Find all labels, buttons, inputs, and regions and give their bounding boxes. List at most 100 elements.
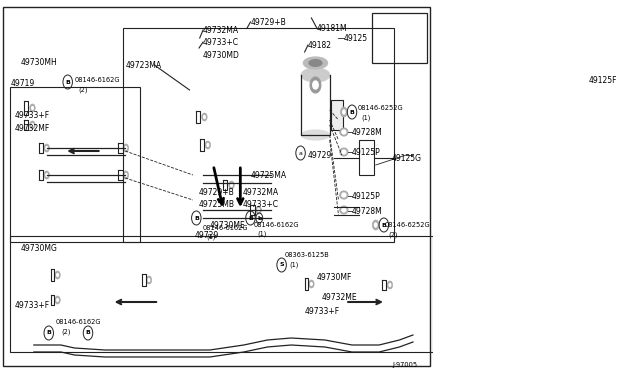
Text: 49125P: 49125P — [352, 192, 381, 201]
Ellipse shape — [340, 191, 348, 199]
Text: 49733+C: 49733+C — [243, 199, 278, 208]
Text: 08146-6162G: 08146-6162G — [203, 225, 248, 231]
Text: 49733+C: 49733+C — [203, 38, 239, 46]
Circle shape — [257, 208, 260, 212]
Text: 49125F: 49125F — [589, 76, 618, 84]
Circle shape — [205, 141, 211, 149]
Circle shape — [374, 222, 378, 228]
Ellipse shape — [342, 150, 346, 154]
Text: 49733+F: 49733+F — [15, 301, 50, 310]
Ellipse shape — [308, 59, 323, 67]
Text: S: S — [279, 263, 284, 267]
Text: 49732MA: 49732MA — [243, 187, 278, 196]
Text: 49732ME: 49732ME — [321, 294, 357, 302]
Text: (1): (1) — [290, 262, 299, 268]
Text: 49728M: 49728M — [352, 206, 383, 215]
Text: 49729: 49729 — [195, 231, 220, 240]
Circle shape — [313, 81, 318, 89]
Text: 49730MF: 49730MF — [317, 273, 352, 282]
Circle shape — [44, 171, 49, 179]
Ellipse shape — [342, 208, 346, 212]
Text: 49125: 49125 — [344, 33, 368, 42]
Circle shape — [229, 181, 234, 189]
Text: b: b — [257, 215, 262, 221]
Text: 49182: 49182 — [308, 41, 332, 49]
Text: B: B — [65, 80, 70, 84]
Text: 49125P: 49125P — [352, 148, 381, 157]
Bar — [10, 236, 433, 352]
Text: 08146-6162G: 08146-6162G — [254, 222, 300, 228]
Text: 49733+F: 49733+F — [305, 308, 340, 317]
Text: 49733+F: 49733+F — [15, 110, 50, 119]
Bar — [331, 100, 343, 130]
Circle shape — [605, 42, 622, 68]
Circle shape — [124, 173, 127, 177]
Ellipse shape — [301, 130, 330, 140]
Circle shape — [45, 173, 48, 177]
Circle shape — [124, 144, 129, 152]
Text: 49728M: 49728M — [352, 128, 383, 137]
Circle shape — [30, 121, 35, 129]
Text: a: a — [299, 151, 303, 155]
Text: 49729: 49729 — [308, 151, 332, 160]
Circle shape — [203, 115, 206, 119]
Circle shape — [340, 107, 348, 117]
Ellipse shape — [303, 57, 328, 69]
Circle shape — [310, 282, 313, 286]
Text: 49730ME: 49730ME — [210, 221, 246, 230]
Text: 49719: 49719 — [11, 78, 35, 87]
Text: (1): (1) — [362, 115, 371, 121]
Circle shape — [310, 77, 321, 93]
Text: (2): (2) — [388, 232, 398, 238]
Text: 49725MB: 49725MB — [199, 199, 235, 208]
Circle shape — [31, 106, 34, 110]
Circle shape — [45, 146, 48, 150]
Circle shape — [55, 271, 60, 279]
Ellipse shape — [342, 130, 346, 134]
Circle shape — [609, 48, 618, 62]
Bar — [10, 87, 140, 242]
Circle shape — [308, 280, 314, 288]
Ellipse shape — [301, 68, 330, 82]
Text: 49729+B: 49729+B — [250, 17, 286, 26]
Text: 49732MF: 49732MF — [15, 124, 50, 132]
Circle shape — [387, 281, 392, 289]
Text: B: B — [46, 330, 51, 336]
Ellipse shape — [340, 128, 348, 136]
Ellipse shape — [340, 206, 348, 214]
Ellipse shape — [340, 148, 348, 156]
Text: 08146-6252G: 08146-6252G — [357, 105, 403, 111]
Text: 49732MA: 49732MA — [203, 26, 239, 35]
Text: B: B — [194, 215, 199, 221]
Circle shape — [372, 220, 379, 230]
Circle shape — [146, 276, 152, 284]
Text: B: B — [381, 222, 387, 228]
Circle shape — [147, 278, 150, 282]
Bar — [372, 13, 427, 63]
Circle shape — [55, 296, 60, 304]
Text: 08146-6252G: 08146-6252G — [385, 222, 430, 228]
Circle shape — [256, 206, 261, 214]
Text: (1): (1) — [257, 231, 267, 237]
Text: 08363-6125B: 08363-6125B — [284, 252, 329, 258]
Text: 49181M: 49181M — [317, 23, 348, 32]
Text: 49730MH: 49730MH — [20, 58, 57, 67]
Text: (2): (2) — [61, 329, 70, 335]
Circle shape — [206, 143, 209, 147]
Ellipse shape — [342, 193, 346, 197]
Circle shape — [230, 183, 233, 187]
Text: (1): (1) — [207, 234, 216, 240]
Text: 49730MG: 49730MG — [20, 244, 57, 253]
Text: 08146-6162G: 08146-6162G — [56, 319, 101, 325]
Bar — [124, 28, 394, 242]
Text: 08146-6162G: 08146-6162G — [74, 77, 120, 83]
Text: 49125G: 49125G — [391, 154, 421, 163]
Circle shape — [124, 146, 127, 150]
Circle shape — [388, 283, 392, 287]
Bar — [359, 140, 374, 175]
Text: B: B — [248, 215, 253, 221]
Circle shape — [44, 144, 49, 152]
Text: 49723MA: 49723MA — [125, 61, 161, 70]
Circle shape — [124, 171, 129, 179]
Text: (2): (2) — [79, 87, 88, 93]
